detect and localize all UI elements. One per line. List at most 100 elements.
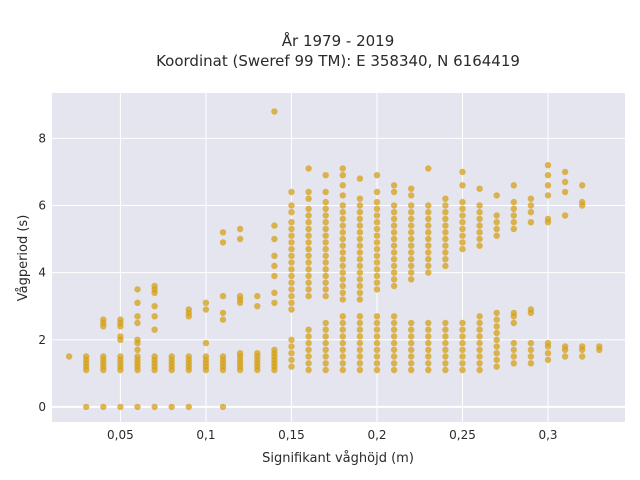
data-point [151,403,158,411]
data-point [408,185,415,192]
data-point [305,326,312,333]
data-point [408,202,415,209]
data-point [356,360,364,367]
data-point [561,212,569,219]
data-point [408,353,415,360]
data-point [408,209,415,216]
data-point [305,252,312,259]
data-point [305,333,312,340]
data-point [390,202,398,209]
data-point [425,262,432,270]
data-point [408,235,415,243]
data-point [202,353,210,360]
x-tick-label: 0,3 [538,428,557,442]
data-point [373,286,381,293]
data-point [544,162,552,169]
data-point [425,202,432,209]
data-point [151,313,158,320]
data-point [339,333,346,340]
data-point [322,172,329,179]
data-point [236,235,244,243]
data-point [100,403,107,411]
data-point [339,326,346,333]
data-point [356,262,364,270]
data-point [356,366,364,374]
data-point [134,346,141,353]
y-tick-label: 8 [38,131,46,145]
data-point [561,343,569,350]
data-point [356,202,364,209]
data-point [219,229,227,236]
data-point [168,353,175,360]
data-point [202,339,210,347]
data-point [305,188,312,196]
data-point [459,333,466,340]
data-point [373,188,381,196]
data-point [527,346,535,353]
data-point [408,366,415,374]
data-point [305,279,312,286]
data-point [305,272,312,280]
x-tick-label: 0,25 [449,428,476,442]
data-point [408,333,415,340]
data-point [271,299,278,306]
data-point [134,336,141,343]
data-point [442,235,449,243]
data-point [322,292,329,300]
data-point [339,202,346,209]
data-point [356,296,364,303]
data-point [425,165,432,172]
data-point [579,198,586,206]
data-point [527,195,535,202]
data-point [271,262,278,270]
data-point [305,259,312,266]
data-point [425,339,432,347]
data-point [527,360,535,367]
data-point [305,225,312,233]
data-point [339,313,346,320]
data-point [425,249,432,256]
data-point [356,229,364,236]
data-point [254,350,261,357]
data-point [493,219,500,226]
data-point [561,168,569,176]
data-point [493,309,500,317]
data-point [476,353,483,360]
data-point [271,235,278,243]
data-point [151,353,158,360]
plot-background [52,93,625,422]
data-point [493,192,500,199]
data-point [476,360,483,367]
data-point [219,316,227,323]
data-point [373,360,381,367]
data-point [322,279,329,286]
data-point [373,219,381,226]
data-point [442,229,449,236]
data-point [356,235,364,243]
data-point [493,336,500,343]
data-point [83,403,90,411]
data-point [288,350,295,357]
data-point [373,212,381,219]
data-point [151,303,158,310]
data-point [459,239,466,246]
data-point [373,339,381,347]
data-point [151,282,158,290]
data-point [459,205,466,212]
data-point [288,259,295,266]
data-point [288,266,295,273]
data-point [408,242,415,249]
data-point [339,182,346,189]
data-point [322,198,329,206]
data-point [373,239,381,246]
data-point [356,353,364,360]
data-point [442,256,449,263]
data-point [442,360,449,367]
data-point [100,353,107,360]
data-point [561,353,569,360]
data-point [476,202,483,209]
data-point [493,343,500,350]
y-tick-label: 2 [38,333,46,347]
data-point [271,289,278,296]
